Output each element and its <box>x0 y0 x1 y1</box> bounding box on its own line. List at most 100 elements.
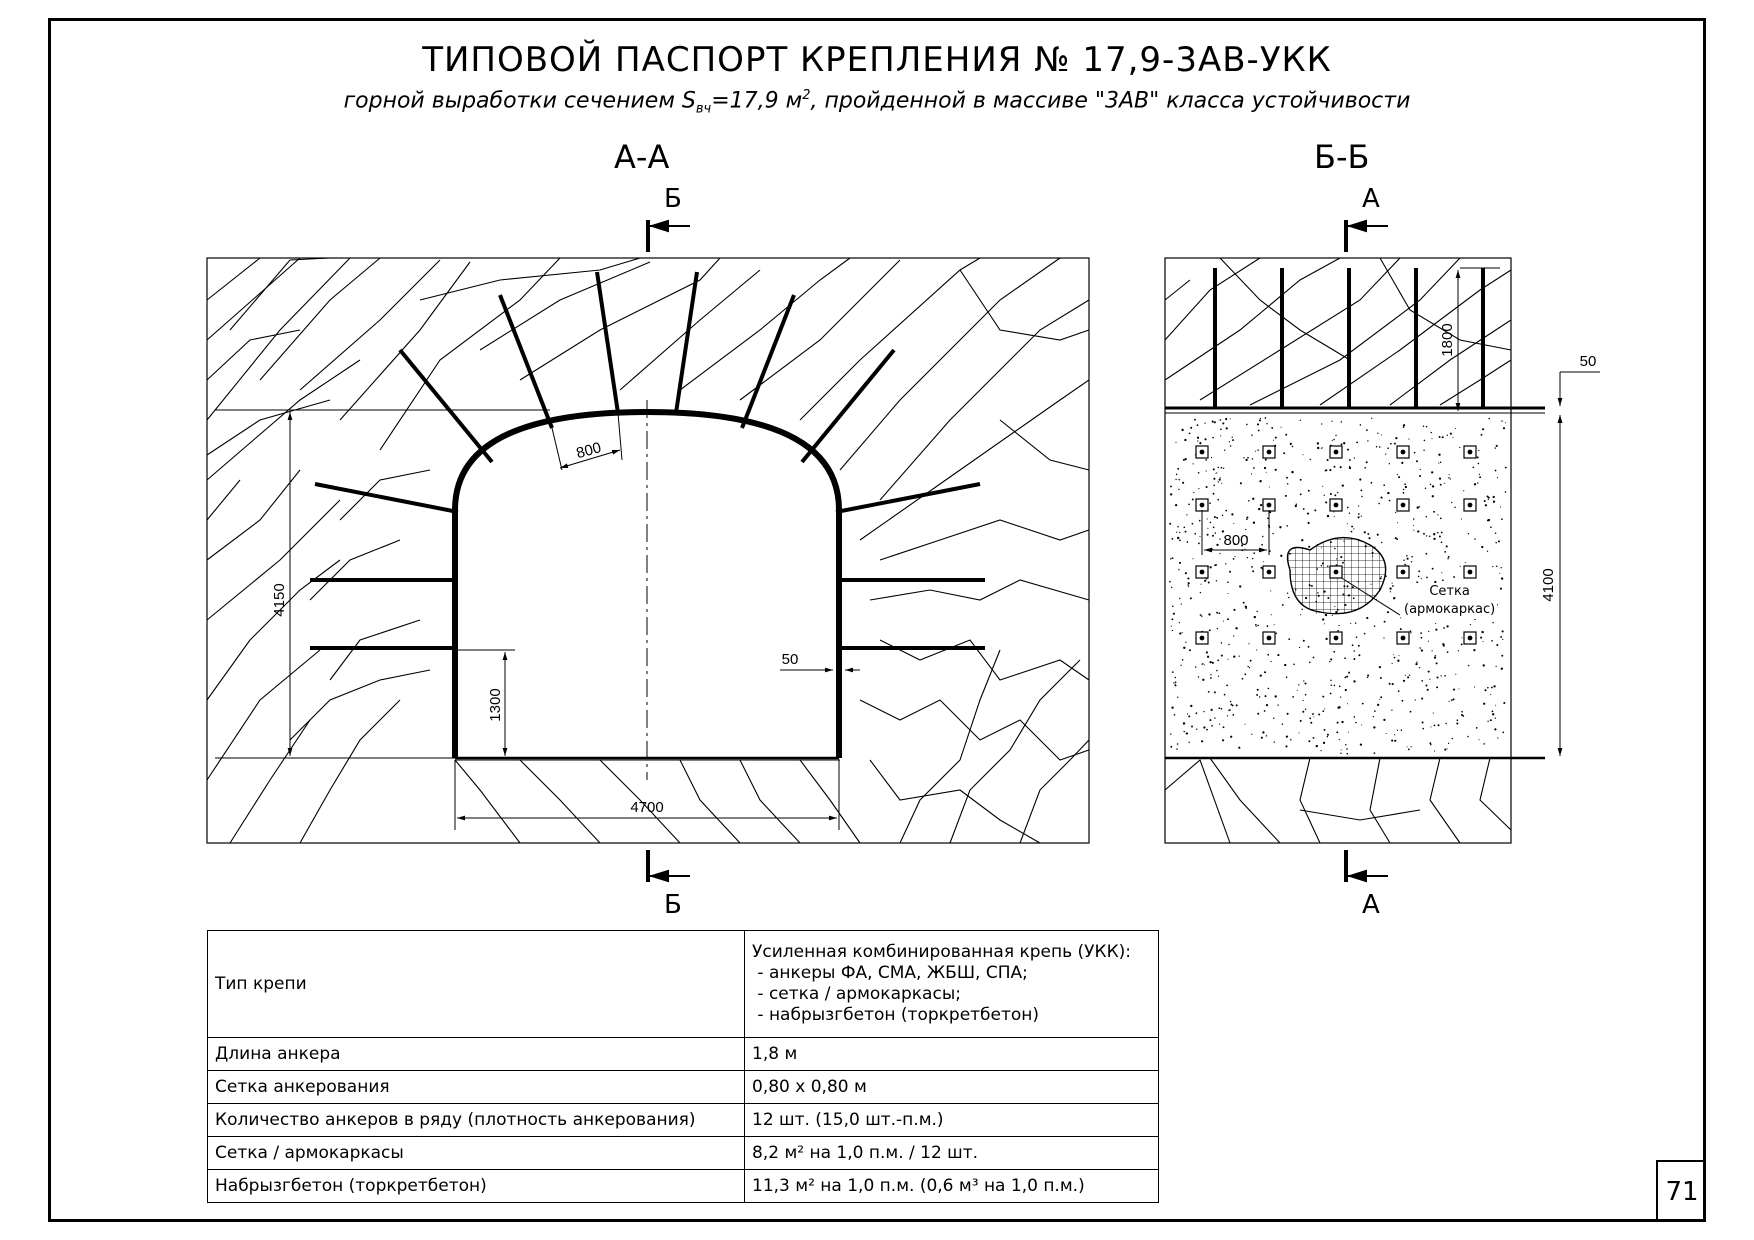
shotcrete-dot <box>1170 493 1173 496</box>
shotcrete-dot <box>1230 703 1233 706</box>
shotcrete-dot <box>1393 656 1396 659</box>
shotcrete-dot <box>1448 700 1450 702</box>
anchor-head <box>1266 449 1272 455</box>
shotcrete-dot <box>1495 541 1497 544</box>
anchor-bolt <box>314 482 459 514</box>
shotcrete-dot <box>1433 537 1436 541</box>
shotcrete-dot <box>1404 674 1407 676</box>
shotcrete-dot <box>1479 476 1482 479</box>
shotcrete-dot <box>1202 663 1204 665</box>
shotcrete-dot <box>1457 650 1460 652</box>
shotcrete-dot <box>1338 685 1341 688</box>
shotcrete-dot <box>1407 748 1410 751</box>
shotcrete-dot <box>1210 674 1212 676</box>
shotcrete-dot <box>1452 437 1454 439</box>
shotcrete-dot <box>1418 666 1421 669</box>
anchor-head <box>1400 569 1406 575</box>
shotcrete-dot <box>1181 428 1184 432</box>
shotcrete-dot <box>1324 613 1328 617</box>
spec-value-line: Усиленная комбинированная крепь (УКК): <box>752 942 1131 962</box>
subtitle-suffix: , пройденной в массиве "3АВ" класса усто… <box>810 88 1411 114</box>
shotcrete-dot <box>1183 730 1185 733</box>
shotcrete-dot <box>1302 454 1304 456</box>
shotcrete-dot <box>1324 708 1326 710</box>
shotcrete-dot <box>1336 630 1339 632</box>
shotcrete-dot <box>1419 468 1421 471</box>
shotcrete-dot <box>1448 474 1450 476</box>
shotcrete-dot <box>1490 686 1493 689</box>
shotcrete-dot <box>1251 434 1253 436</box>
shotcrete-dot <box>1229 418 1231 420</box>
shotcrete-dot <box>1408 674 1411 676</box>
shotcrete-dot <box>1438 436 1441 438</box>
shotcrete-dot <box>1220 654 1223 657</box>
shotcrete-dot <box>1331 615 1333 617</box>
dim-800-aa-label: 800 <box>575 439 604 462</box>
section-aa-label: А-А <box>614 138 670 176</box>
shotcrete-dot <box>1459 565 1461 567</box>
dim-800-bb <box>1201 510 1270 555</box>
subtitle-prefix: горной выработки сечением S <box>343 88 696 114</box>
shotcrete-dot <box>1366 429 1368 431</box>
shotcrete-dot <box>1277 704 1279 706</box>
anchor-head <box>1467 502 1473 508</box>
shotcrete-dot <box>1451 501 1453 504</box>
shotcrete-dot <box>1393 597 1396 600</box>
shotcrete-dot <box>1346 506 1349 509</box>
spec-name-cell: Длина анкера <box>207 1037 745 1071</box>
rock-fractures-aa <box>206 257 1090 844</box>
shotcrete-dot <box>1249 659 1252 662</box>
shotcrete-dot <box>1395 511 1397 514</box>
shotcrete-dot <box>1504 491 1507 493</box>
shotcrete-dot <box>1483 702 1486 705</box>
shotcrete-dot <box>1257 429 1260 432</box>
section-aa-drawing: 4150 1300 4700 800 <box>206 219 1090 883</box>
shotcrete-dot <box>1361 702 1364 705</box>
shotcrete-dot <box>1206 655 1210 658</box>
anchor-head <box>1266 635 1272 641</box>
shotcrete-dot <box>1217 659 1220 662</box>
shotcrete-dot <box>1418 506 1420 508</box>
shotcrete-dot <box>1430 431 1433 434</box>
shotcrete-dot <box>1231 513 1234 516</box>
shotcrete-dot <box>1175 473 1178 476</box>
shotcrete-dot <box>1404 485 1408 489</box>
shotcrete-dot <box>1378 502 1380 505</box>
shotcrete-dot <box>1233 655 1236 658</box>
shotcrete-dot <box>1410 561 1413 563</box>
shotcrete-dot <box>1258 507 1261 511</box>
shotcrete-dot <box>1238 746 1241 749</box>
shotcrete-dot <box>1225 417 1228 421</box>
shotcrete-dot <box>1183 526 1186 529</box>
shotcrete-dot <box>1478 739 1480 741</box>
shotcrete-dot <box>1169 522 1172 525</box>
shotcrete-dot <box>1169 580 1171 583</box>
shotcrete-dot <box>1417 575 1420 578</box>
shotcrete-dot <box>1483 743 1485 745</box>
shotcrete-dot <box>1454 427 1457 430</box>
shotcrete-dot <box>1478 473 1480 476</box>
shotcrete-dot <box>1233 542 1236 546</box>
shotcrete-dot <box>1413 451 1416 454</box>
dim-4150-label: 4150 <box>271 583 288 616</box>
shotcrete-dot <box>1340 421 1343 423</box>
shotcrete-dot <box>1171 706 1174 709</box>
shotcrete-dot <box>1348 466 1352 470</box>
shotcrete-dot <box>1423 449 1425 451</box>
shotcrete-dot <box>1322 710 1325 713</box>
shotcrete-dot <box>1395 436 1398 440</box>
shotcrete-dot <box>1272 532 1274 535</box>
shotcrete-dot <box>1377 432 1379 434</box>
shotcrete-dot <box>1443 627 1445 629</box>
shotcrete-dot <box>1422 425 1425 428</box>
shotcrete-dot <box>1217 675 1220 677</box>
spec-table: Тип крепи Усиленная комбинированная креп… <box>207 930 1159 1203</box>
shotcrete-dot <box>1483 499 1486 503</box>
cut-a-top-letter: А <box>1362 184 1380 214</box>
shotcrete-dot <box>1205 651 1208 654</box>
shotcrete-dot <box>1396 729 1399 731</box>
shotcrete-dot <box>1387 447 1389 450</box>
shotcrete-dot <box>1481 630 1484 634</box>
shotcrete-dot <box>1434 580 1437 584</box>
shotcrete-dot <box>1280 554 1283 557</box>
